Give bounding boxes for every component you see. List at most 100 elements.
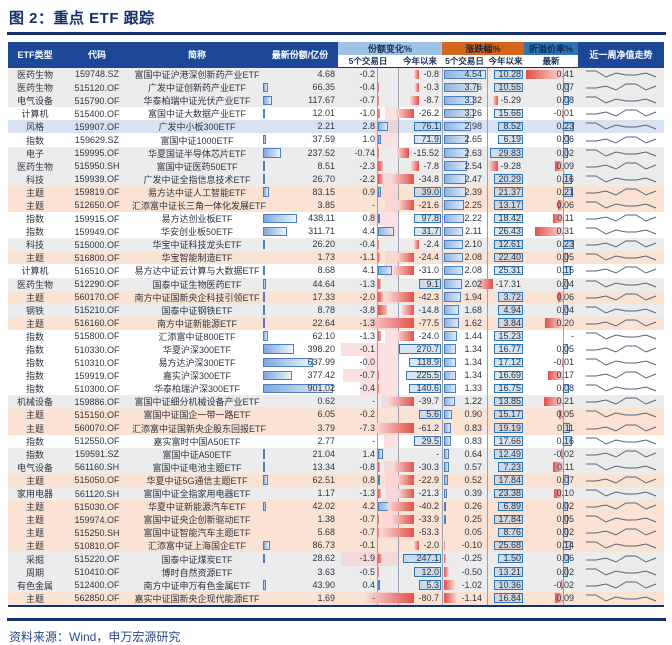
share-chg-5d-cell: -0.5 (338, 565, 398, 579)
data-bar (443, 567, 450, 577)
data-bar (377, 567, 379, 577)
data-bar (377, 488, 381, 498)
data-bar (263, 540, 270, 551)
data-bar (443, 121, 472, 132)
nav-sparkline (586, 306, 657, 314)
etf-row: 主题 562850.OF 嘉实中证国新央企现代能源ETF 1.69- -80.7 -1.1… (8, 591, 665, 607)
data-bar (365, 593, 415, 603)
price-chg-ytd-cell: 17.12 (487, 356, 525, 370)
data-bar (342, 369, 398, 383)
price-chg-ytd-cell: 21.37 (487, 185, 525, 199)
data-bar (443, 396, 455, 407)
nav-sparkline-cell (578, 81, 665, 95)
data-bar (377, 331, 381, 341)
data-bar (414, 121, 442, 132)
share-chg-5d-cell: -0.1 (338, 539, 398, 553)
share-chg-ytd-cell: -2.4 (398, 238, 443, 252)
price-chg-5d-cell: 2.54 (442, 159, 488, 173)
data-bar (443, 95, 475, 106)
etf-code-cell: 510330.OF (62, 342, 132, 357)
etf-row: 有色金属 512400.OF 南方中证申万有色金属ETF 43.90 0.4 5.3 -1.… (8, 578, 665, 592)
data-bar (498, 121, 524, 132)
etf-type-cell: 电气设备 (8, 94, 62, 108)
share-chg-ytd-cell: 5.6 (398, 408, 443, 422)
price-chg-5d-cell: 1.33 (442, 382, 488, 396)
nav-sparkline (586, 319, 657, 327)
price-chg-ytd-cell: 10.55 (487, 81, 525, 95)
share-chg-ytd-cell: 71.9 (398, 133, 443, 147)
price-chg-ytd-cell: 4.94 (487, 303, 525, 317)
share-chg-ytd-cell: 225.5 (398, 369, 443, 383)
share-chg-ytd-cell: -21.3 (398, 487, 443, 501)
etf-row: 主题 515030.OF 华夏中证新能源汽车ETF 42.02 4.2 -40.2 0.26… (8, 500, 665, 514)
data-bar (443, 292, 462, 302)
data-bar (377, 174, 384, 184)
data-bar (377, 370, 380, 381)
nav-sparkline (586, 555, 657, 563)
etf-type-cell: 主题 (8, 251, 62, 265)
nav-sparkline-cell (578, 146, 665, 160)
etf-code-cell: 159919.OF (62, 369, 132, 383)
data-bar (384, 107, 398, 121)
data-bar (393, 462, 415, 472)
etf-row: 主题 512650.OF 汇添富中证长三角一体化发展ETF 3.85- -21.6 2.2… (8, 198, 665, 213)
price-chg-5d-cell: 1.34 (442, 369, 488, 383)
data-bar (367, 318, 415, 328)
etf-row: 主题 159974.OF 富国中证央企创新驱动ETF 1.38 -0.7 -33.9 0.2… (8, 513, 665, 527)
etf-name-cell: 汇添富中证800ETF (132, 329, 262, 343)
share-chg-ytd-cell: 97.8 (398, 212, 443, 226)
share-chg-ytd-cell: -26.2 (395, 107, 443, 121)
data-bar (263, 553, 266, 564)
etf-row: 采掘 515220.OF 国泰中证煤炭ETF 28.62 -1.9 247.1 -0.25 1… (8, 552, 665, 566)
share-chg-5d-cell: -0.2 (338, 67, 398, 82)
data-bar (443, 226, 464, 237)
nav-sparkline (586, 253, 657, 261)
etf-name-cell: 嘉实富时中国A50ETF (132, 434, 262, 448)
price-chg-5d-cell: -0.10 (442, 539, 488, 553)
price-chg-ytd-cell: 12.49 (487, 447, 525, 461)
latest-shares-cell: 12.01 (262, 107, 338, 121)
data-bar (377, 292, 383, 302)
etf-row: 计算机 515400.OF 富国中证大数据产业ETF 12.01 -1.0 -26.2 3.… (8, 107, 665, 121)
data-bar (562, 357, 564, 368)
bottom-rule (7, 617, 666, 621)
nav-sparkline (586, 528, 657, 536)
premium-cell: 0.23 (524, 238, 579, 252)
data-bar (547, 370, 564, 381)
share-chg-ytd-cell: -24.4 (396, 251, 443, 265)
etf-name-cell: 富国中证A50ETF (132, 447, 262, 461)
latest-shares-cell: 62.10 (262, 329, 338, 343)
etf-code-cell: 516160.OF (62, 316, 132, 330)
etf-name-cell: 富国中证沪港深创新药产业ETF (132, 67, 262, 82)
price-chg-5d-cell: 1.22 (442, 395, 488, 409)
nav-sparkline (586, 541, 657, 549)
data-bar (263, 344, 294, 354)
etf-row: 指数 159919.OF 嘉实沪深300ETF 377.42 -0.7 225.5 1.34… (8, 369, 665, 383)
data-bar (443, 279, 463, 289)
etf-type-cell: 主题 (8, 526, 62, 540)
data-bar (399, 344, 442, 354)
col-header-premium: 折溢价率% (524, 42, 579, 55)
data-bar (498, 501, 524, 512)
price-chg-ytd-cell: 6.19 (487, 133, 525, 147)
etf-name-cell: 华安创业板50ETF (132, 225, 262, 239)
data-bar (443, 213, 465, 224)
share-chg-ytd-cell: -40.2 (387, 500, 443, 514)
etf-name-cell: 易方达沪深300ETF (132, 356, 262, 370)
price-chg-5d-cell: 0.39 (442, 487, 488, 501)
nav-sparkline-cell (578, 290, 665, 304)
premium-cell: 0.06 (524, 552, 579, 566)
price-chg-ytd-cell: 12.61 (487, 238, 525, 252)
premium-cell: 0.07 (524, 473, 579, 487)
nav-sparkline-cell (578, 539, 665, 553)
data-bar (377, 383, 379, 394)
etf-code-cell: 515050.OF (62, 473, 132, 487)
latest-shares-cell: 5.68 (262, 526, 338, 540)
data-bar (493, 370, 524, 381)
etf-name-cell: 广发中证创新药产业ETF (132, 81, 262, 95)
latest-shares-cell: 1.69 (262, 591, 338, 607)
col-header-latest-shares: 最新份额/亿份 (262, 42, 338, 68)
data-bar (443, 449, 450, 459)
share-chg-5d-cell: -1.0 (338, 107, 398, 121)
data-bar (377, 305, 388, 315)
